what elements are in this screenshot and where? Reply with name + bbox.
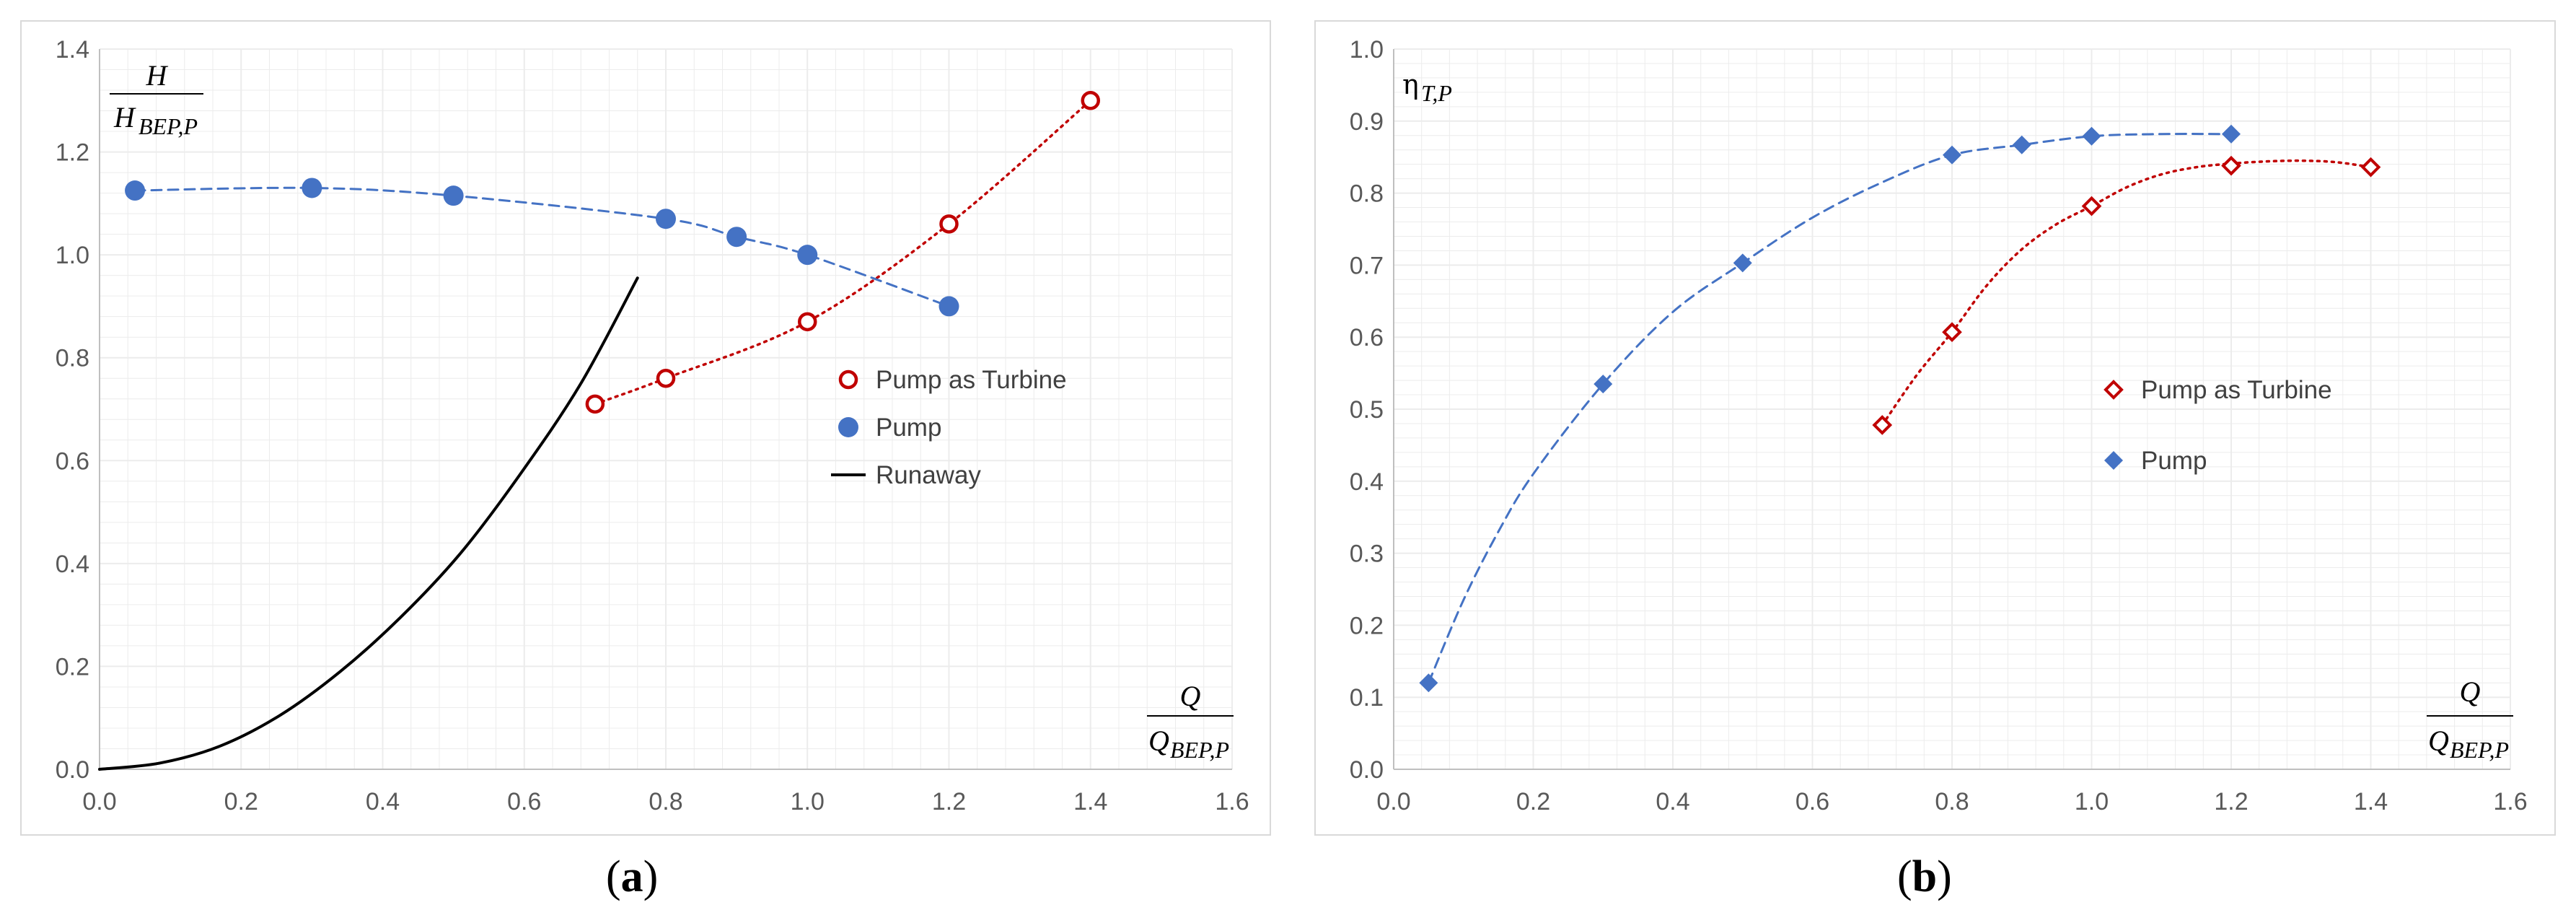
- x-axis-label-subscript: BEP,P: [1170, 737, 1229, 763]
- series-line-pump-as-turbine: [594, 99, 1092, 406]
- y-axis-label-eta: η: [1402, 69, 1419, 100]
- data-point-pump: [2012, 135, 2031, 154]
- data-point-pump: [1419, 673, 1438, 693]
- data-point-pump: [797, 245, 818, 266]
- y-tick-label: 1.0: [56, 242, 89, 269]
- legend-entry-pump: Pump: [838, 414, 941, 442]
- x-axis-label-numerator: Q: [1180, 680, 1201, 712]
- caption-b: (b): [1897, 852, 1952, 901]
- legend-entry-pump: Pump: [2104, 447, 2207, 475]
- data-point-pump-as-turbine: [2360, 157, 2381, 178]
- y-axis-label-eta-subscript: T,P: [1421, 80, 1452, 106]
- chart-panel-b: 0.0 0.2 0.4 0.6 0.8 1.0 1.2 1.4 1.6 0.0 0.1 0.2 0.3 0…: [1314, 20, 2556, 836]
- series-line-pump: [133, 186, 950, 307]
- data-point-pump: [656, 209, 676, 229]
- data-point-pump-as-turbine: [2221, 155, 2241, 176]
- y-tick-label: 0.7: [1350, 252, 1384, 279]
- data-point-pump: [2222, 124, 2241, 144]
- legend-marker-pump: [2104, 451, 2123, 470]
- chart-panel-a: 0.0 0.2 0.4 0.6 0.8 1.0 1.2 1.4 1.6 0.0 0.2 0.4 0.6 0…: [20, 20, 1271, 836]
- x-tick-label: 1.4: [1073, 788, 1107, 815]
- x-axis-label-numerator: Q: [2460, 675, 2481, 708]
- y-tick-label: 1.0: [1350, 36, 1384, 64]
- legend-label-pump-as-turbine: Pump as Turbine: [2141, 376, 2332, 404]
- data-point-pump: [1733, 253, 1752, 273]
- x-axis-label-subscript: BEP,P: [2450, 737, 2509, 763]
- x-tick-label: 0.2: [1516, 788, 1550, 815]
- x-tick-label: 1.0: [2075, 788, 2109, 815]
- chart-a-svg: 0.0 0.2 0.4 0.6 0.8 1.0 1.2 1.4 1.6 0.0 0.2 0.4 0.6 0…: [56, 36, 1249, 815]
- gridlines: [99, 48, 1233, 770]
- x-tick-label: 0.6: [507, 788, 541, 815]
- legend-marker-pump: [838, 417, 858, 437]
- y-axis-label-denominator: H: [113, 101, 136, 134]
- y-tick-label: 0.8: [1350, 180, 1384, 208]
- y-tick-label: 0.5: [1350, 396, 1384, 424]
- data-point-pump: [726, 227, 747, 248]
- data-point-pump: [125, 180, 146, 201]
- x-tick-label: 1.4: [2354, 788, 2388, 815]
- legend-label-pump: Pump: [876, 414, 941, 442]
- data-point-pump-as-turbine: [1081, 91, 1100, 110]
- y-tick-label: 0.0: [56, 756, 89, 784]
- x-tick-label: 0.6: [1795, 788, 1829, 815]
- legend-label-runaway: Runaway: [876, 461, 981, 489]
- legend-label-pump: Pump: [2141, 447, 2207, 475]
- data-point-pump-as-turbine: [1942, 322, 1962, 343]
- x-tick-label: 1.6: [2493, 788, 2527, 815]
- y-tick-label: 0.8: [56, 345, 89, 372]
- series-line-runaway: [98, 276, 639, 771]
- y-tick-label: 0.3: [1350, 541, 1384, 568]
- y-tick-label: 0.4: [1350, 468, 1384, 496]
- x-tick-label: 0.8: [649, 788, 682, 815]
- data-point-pump-as-turbine: [1872, 415, 1893, 435]
- y-tick-label: 0.0: [1350, 756, 1384, 784]
- y-tick-label: 0.1: [1350, 684, 1384, 712]
- legend-marker-pump-as-turbine: [838, 369, 858, 390]
- x-tick-label: 0.4: [366, 788, 400, 815]
- legend-marker-pump-as-turbine: [2104, 380, 2124, 400]
- y-tick-label: 1.4: [56, 36, 89, 64]
- data-point-pump-as-turbine: [2081, 196, 2102, 216]
- x-tick-label: 1.6: [1215, 788, 1249, 815]
- data-point-pump-as-turbine: [798, 312, 817, 332]
- x-tick-label: 0.0: [1376, 788, 1410, 815]
- chart-b-svg: 0.0 0.2 0.4 0.6 0.8 1.0 1.2 1.4 1.6 0.0 0.1 0.2 0.3 0…: [1350, 36, 2528, 815]
- data-point-pump: [443, 185, 464, 206]
- legend-label-pump-as-turbine: Pump as Turbine: [876, 366, 1067, 394]
- y-tick-label: 1.2: [56, 139, 89, 167]
- legend-entry-pump-as-turbine: Pump as Turbine: [2104, 376, 2332, 404]
- caption-a-label: a: [620, 852, 643, 901]
- y-tick-label: 0.4: [56, 551, 89, 578]
- caption-b-label: b: [1912, 852, 1938, 901]
- x-tick-label: 1.0: [791, 788, 825, 815]
- y-tick-label: 0.2: [1350, 612, 1384, 639]
- data-point-pump: [1593, 375, 1613, 394]
- x-tick-label: 0.2: [224, 788, 258, 815]
- x-tick-label: 1.2: [2214, 788, 2248, 815]
- y-axis-label-numerator: H: [146, 59, 169, 92]
- x-tick-label: 1.2: [932, 788, 966, 815]
- x-tick-label: 0.8: [1935, 788, 1969, 815]
- y-tick-label: 0.6: [1350, 324, 1384, 351]
- y-tick-label: 0.2: [56, 653, 89, 681]
- data-point-pump: [938, 296, 959, 317]
- series-line-pump: [1427, 133, 2233, 684]
- y-tick-label: 0.9: [1350, 108, 1384, 136]
- y-axis-label-subscript: BEP,P: [139, 113, 198, 139]
- legend-entry-runaway: Runaway: [831, 461, 981, 489]
- x-axis-label-denominator: Q: [2428, 725, 2449, 757]
- caption-a: (a): [606, 852, 659, 901]
- x-axis-label-denominator: Q: [1148, 725, 1169, 757]
- data-point-pump: [302, 178, 322, 198]
- legend-entry-pump-as-turbine: Pump as Turbine: [838, 366, 1067, 394]
- x-tick-label: 0.0: [82, 788, 116, 815]
- data-point-pump: [1943, 145, 1961, 165]
- data-point-pump-as-turbine: [656, 368, 676, 388]
- data-point-pump-as-turbine: [939, 214, 959, 234]
- data-point-pump-as-turbine: [585, 394, 605, 414]
- x-tick-label: 0.4: [1656, 788, 1689, 815]
- y-tick-label: 0.6: [56, 447, 89, 475]
- data-point-pump: [2082, 126, 2101, 146]
